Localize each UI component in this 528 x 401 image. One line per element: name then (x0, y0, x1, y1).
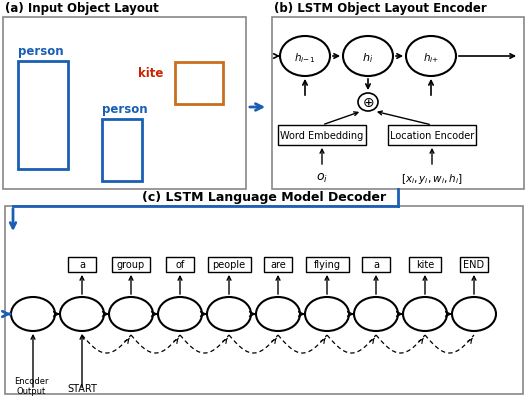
Text: person: person (102, 103, 148, 116)
Text: Word Embedding: Word Embedding (280, 131, 364, 141)
Ellipse shape (109, 297, 153, 331)
Text: (a) Input Object Layout: (a) Input Object Layout (5, 2, 159, 15)
Text: $h_i$: $h_i$ (362, 51, 374, 65)
Text: people: people (212, 260, 246, 270)
Text: are: are (270, 260, 286, 270)
Ellipse shape (256, 297, 300, 331)
Ellipse shape (305, 297, 349, 331)
Text: Location Encoder: Location Encoder (390, 131, 474, 141)
Bar (166, 257, 194, 272)
Text: group: group (117, 260, 145, 270)
Ellipse shape (11, 297, 55, 331)
Bar (306, 257, 348, 272)
Text: $\oplus$: $\oplus$ (362, 96, 374, 110)
Bar (409, 257, 441, 272)
Text: $[x_i, y_i, w_i, h_i]$: $[x_i, y_i, w_i, h_i]$ (401, 172, 463, 186)
Bar (68, 257, 96, 272)
Bar (18, 62, 68, 170)
Ellipse shape (158, 297, 202, 331)
Bar (388, 126, 476, 146)
Bar (460, 257, 488, 272)
Text: START: START (67, 383, 97, 393)
Bar (5, 207, 523, 394)
Ellipse shape (403, 297, 447, 331)
Text: kite: kite (138, 67, 163, 80)
Ellipse shape (343, 37, 393, 77)
Bar (175, 63, 223, 105)
Bar (264, 257, 292, 272)
Ellipse shape (406, 37, 456, 77)
Bar (112, 257, 150, 272)
Bar (272, 18, 524, 190)
Text: of: of (175, 260, 185, 270)
Bar (362, 257, 390, 272)
Text: person: person (18, 45, 64, 58)
Ellipse shape (60, 297, 104, 331)
Bar (208, 257, 250, 272)
Ellipse shape (280, 37, 330, 77)
Bar (278, 126, 366, 146)
Text: $h_{i\!+\!}$: $h_{i\!+\!}$ (423, 51, 439, 65)
Text: Encoder
Output: Encoder Output (14, 376, 48, 395)
Text: $o_i$: $o_i$ (316, 172, 328, 184)
Text: $h_{i\!-\!1}$: $h_{i\!-\!1}$ (295, 51, 316, 65)
Text: a: a (373, 260, 379, 270)
Text: (c) LSTM Language Model Decoder: (c) LSTM Language Model Decoder (142, 190, 386, 203)
Ellipse shape (354, 297, 398, 331)
Text: flying: flying (314, 260, 341, 270)
Text: END: END (464, 260, 485, 270)
Text: (b) LSTM Object Layout Encoder: (b) LSTM Object Layout Encoder (274, 2, 487, 15)
Ellipse shape (207, 297, 251, 331)
Bar (102, 120, 142, 182)
Text: kite: kite (416, 260, 434, 270)
Ellipse shape (452, 297, 496, 331)
Text: a: a (79, 260, 85, 270)
Bar (3, 18, 246, 190)
Ellipse shape (358, 94, 378, 112)
